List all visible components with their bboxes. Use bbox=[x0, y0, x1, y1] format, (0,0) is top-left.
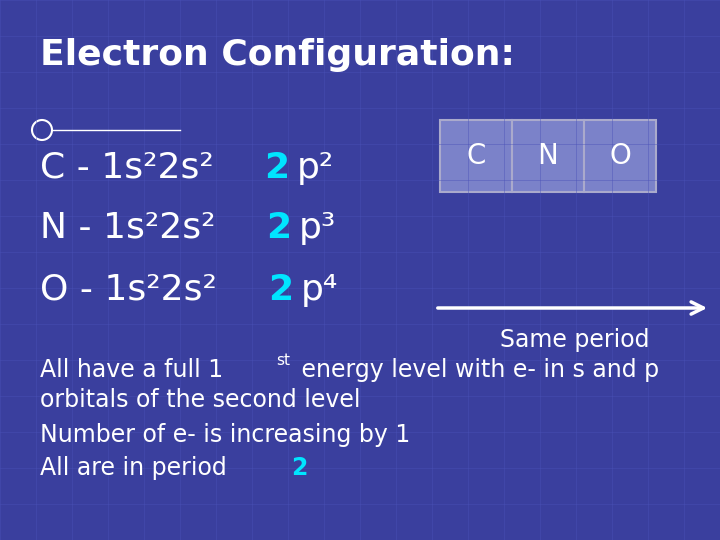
Bar bbox=[440, 120, 512, 192]
Text: 2: 2 bbox=[264, 151, 289, 185]
Text: All are in period: All are in period bbox=[40, 456, 234, 480]
Text: Electron Configuration:: Electron Configuration: bbox=[40, 38, 515, 72]
Text: All have a full 1: All have a full 1 bbox=[40, 358, 223, 382]
Text: C - 1s²2s²: C - 1s²2s² bbox=[40, 151, 214, 185]
Text: p³: p³ bbox=[299, 211, 336, 245]
Text: N - 1s²2s²: N - 1s²2s² bbox=[40, 211, 215, 245]
Text: p²: p² bbox=[297, 151, 334, 185]
Text: 2: 2 bbox=[291, 456, 307, 480]
Text: Number of e- is increasing by 1: Number of e- is increasing by 1 bbox=[40, 423, 410, 447]
Text: st: st bbox=[276, 353, 290, 368]
Bar bbox=[512, 120, 584, 192]
Text: O: O bbox=[609, 142, 631, 170]
Text: energy level with e- in s and p: energy level with e- in s and p bbox=[294, 358, 660, 382]
Text: 2: 2 bbox=[266, 211, 292, 245]
Bar bbox=[584, 120, 656, 192]
Text: 2: 2 bbox=[269, 273, 293, 307]
Text: orbitals of the second level: orbitals of the second level bbox=[40, 388, 361, 412]
Text: O - 1s²2s²: O - 1s²2s² bbox=[40, 273, 217, 307]
Text: N: N bbox=[538, 142, 559, 170]
Text: C: C bbox=[467, 142, 486, 170]
Text: p⁴: p⁴ bbox=[301, 273, 338, 307]
Text: Same period: Same period bbox=[500, 328, 649, 352]
